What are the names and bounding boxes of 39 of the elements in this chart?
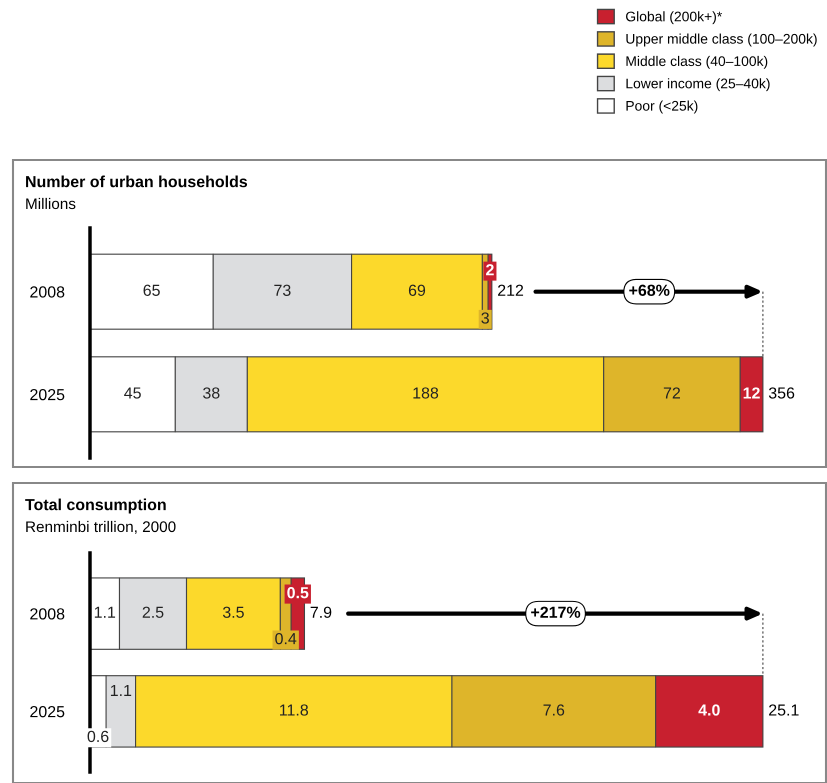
chart-subtitle: Millions: [26, 198, 76, 210]
legend-label: Lower income (25–40k): [626, 78, 770, 92]
legend-label: Global (200k+)*: [626, 11, 722, 24]
data-label: 2.5: [142, 606, 164, 618]
data-label: 72: [664, 387, 680, 398]
data-label: 188: [413, 387, 438, 399]
data-label: 4.0: [698, 704, 720, 716]
y-tick-label: 2025: [30, 388, 64, 400]
data-label: 2: [486, 264, 494, 276]
total-label: 25.1: [769, 704, 799, 716]
legend-label: Upper middle class (100–200k): [626, 34, 817, 46]
total-label: 7.9: [310, 606, 332, 618]
total-label: 356: [768, 387, 794, 399]
y-tick-label: 2008: [30, 286, 64, 298]
y-tick-label: 2025: [30, 706, 64, 718]
legend-label: Middle class (40–100k): [626, 56, 768, 69]
annotation: +217%: [531, 606, 580, 618]
data-label: 0.4: [275, 632, 296, 644]
chart-subtitle: Renminbi trillion, 2000: [26, 520, 176, 534]
annotation: +68%: [629, 284, 670, 296]
data-label: 0.5: [287, 587, 308, 598]
data-label: 65: [144, 284, 160, 296]
data-label: 11.8: [280, 704, 308, 716]
total-label: 212: [498, 284, 524, 296]
chart-title: Total consumption: [25, 498, 166, 514]
legend-label: Poor (<25k): [626, 100, 698, 114]
data-label: 73: [274, 284, 291, 296]
data-label: 69: [408, 284, 426, 296]
data-label: 3.5: [222, 606, 244, 618]
data-label: 0.6: [88, 730, 108, 742]
data-label: 38: [203, 387, 220, 399]
data-label: 7.6: [544, 704, 564, 716]
data-label: 3: [481, 312, 489, 324]
data-label: 12: [744, 387, 760, 398]
data-label: 1.1: [94, 606, 116, 618]
data-label: 45: [124, 387, 141, 399]
y-tick-label: 2008: [30, 608, 64, 620]
data-label: 1.1: [110, 684, 132, 696]
chart-title: Number of urban households: [26, 176, 248, 188]
